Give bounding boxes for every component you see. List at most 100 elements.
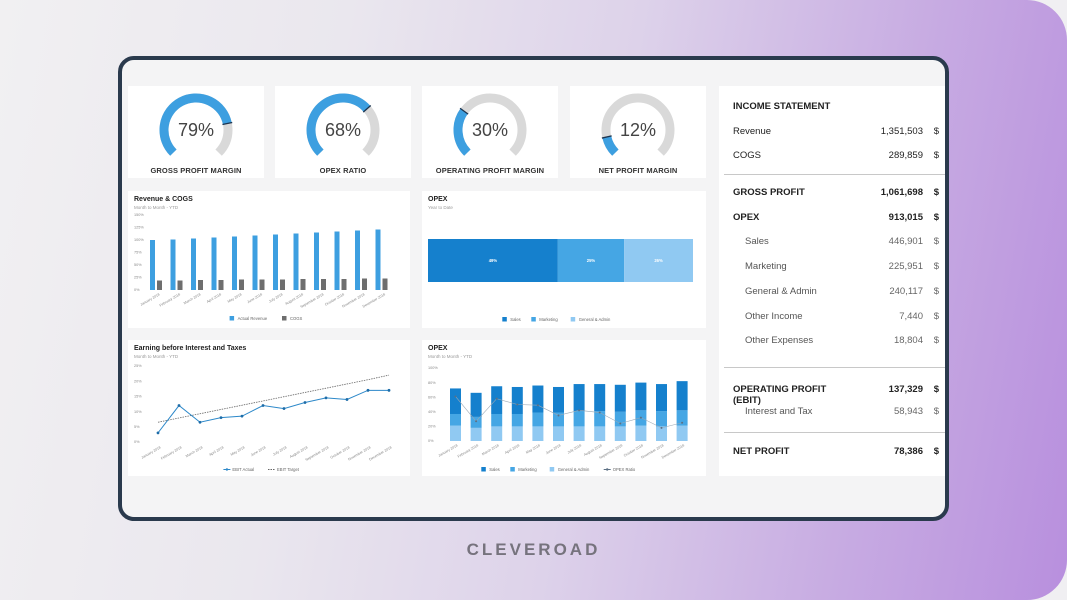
svg-text:General & Admin: General & Admin bbox=[558, 467, 590, 472]
kpi-value: 68% bbox=[324, 120, 362, 140]
row-value: 446,901 bbox=[888, 236, 923, 247]
svg-text:May 2018: May 2018 bbox=[227, 292, 243, 303]
gauge-icon bbox=[453, 93, 527, 156]
svg-text:COGS: COGS bbox=[290, 316, 303, 321]
kpi-opex-ratio: 68% OPEX RATIO bbox=[275, 86, 411, 178]
currency: $ bbox=[933, 335, 939, 346]
svg-text:February 2018: February 2018 bbox=[457, 443, 479, 458]
svg-text:0%: 0% bbox=[134, 440, 140, 444]
kpi-value: 79% bbox=[177, 120, 215, 140]
row-marketing: Marketing 225,951 $ bbox=[745, 261, 939, 272]
currency: $ bbox=[933, 446, 939, 457]
opex-monthly-chart: 0% 20% 40% 60% 80% 100% January 2018 February 2… bbox=[422, 340, 706, 476]
svg-text:25%: 25% bbox=[134, 364, 142, 368]
svg-text:May 2018: May 2018 bbox=[230, 445, 246, 456]
opex-ytd-chart: 49% 25% 26% Sales Marketing General & Admin O… bbox=[422, 191, 706, 328]
row-value: 225,951 bbox=[888, 261, 923, 272]
svg-text:26%: 26% bbox=[654, 258, 663, 263]
gauge-icon bbox=[601, 93, 675, 156]
row-value: 58,943 bbox=[893, 406, 923, 417]
svg-text:15%: 15% bbox=[134, 395, 142, 399]
chart-title: OPEX bbox=[428, 345, 448, 352]
row-label: Marketing bbox=[745, 261, 787, 272]
svg-text:25%: 25% bbox=[587, 258, 596, 263]
svg-text:December 2018: December 2018 bbox=[368, 445, 392, 461]
svg-text:Actual Revenue: Actual Revenue bbox=[238, 316, 268, 321]
svg-text:25%: 25% bbox=[134, 276, 142, 280]
row-revenue: Revenue 1,351,503 $ bbox=[733, 126, 939, 137]
kpi-label: GROSS PROFIT MARGIN bbox=[150, 166, 242, 175]
row-gross-profit: GROSS PROFIT 1,061,698 $ bbox=[733, 187, 939, 198]
row-value: 78,386 bbox=[893, 446, 923, 457]
row-label: Revenue bbox=[733, 126, 772, 137]
kpi-label: OPERATING PROFIT MARGIN bbox=[435, 166, 545, 175]
svg-text:5%: 5% bbox=[134, 425, 140, 429]
revenue-cogs-plot: 0% 25% 50% 75% 100% 125% 150% January 2018Febru… bbox=[134, 213, 388, 321]
svg-text:April 2018: April 2018 bbox=[206, 292, 222, 304]
currency: $ bbox=[933, 384, 939, 395]
svg-text:50%: 50% bbox=[134, 263, 142, 267]
divider bbox=[724, 174, 945, 175]
row-interest-tax: Interest and Tax 58,943 $ bbox=[745, 406, 939, 417]
currency: $ bbox=[933, 236, 939, 247]
svg-text:July 2018: July 2018 bbox=[268, 292, 283, 303]
kpi-label: NET PROFIT MARGIN bbox=[598, 166, 678, 175]
svg-text:100%: 100% bbox=[428, 366, 438, 370]
svg-text:20%: 20% bbox=[134, 379, 142, 383]
chart-subtitle: Month to Month - YTD bbox=[134, 354, 179, 359]
kpi-label: OPEX RATIO bbox=[319, 166, 367, 175]
chart-subtitle: Month to Month - YTD bbox=[134, 205, 179, 210]
svg-text:80%: 80% bbox=[428, 381, 436, 385]
svg-text:May 2018: May 2018 bbox=[525, 443, 541, 454]
chart-subtitle: Year to Date bbox=[428, 205, 453, 210]
svg-text:EBIT Actual: EBIT Actual bbox=[232, 467, 254, 472]
currency: $ bbox=[933, 406, 939, 417]
row-value: 289,859 bbox=[888, 150, 923, 161]
row-label: Interest and Tax bbox=[745, 406, 813, 417]
row-net-profit: NET PROFIT 78,386 $ bbox=[733, 446, 939, 457]
row-general-admin: General & Admin 240,117 $ bbox=[745, 286, 939, 297]
row-label: NET PROFIT bbox=[733, 446, 790, 457]
svg-text:March 2018: March 2018 bbox=[481, 443, 499, 456]
chart-subtitle: Month to Month - YTD bbox=[428, 354, 473, 359]
row-value: 1,061,698 bbox=[880, 187, 923, 198]
svg-text:0%: 0% bbox=[134, 288, 140, 292]
row-opex: OPEX 913,015 $ bbox=[733, 212, 939, 223]
opex-ytd-plot: 49% 25% 26% Sales Marketing General & Admin bbox=[428, 239, 693, 322]
cleveroad-logo: CLEVEROAD bbox=[466, 540, 601, 559]
svg-text:January 2018: January 2018 bbox=[140, 292, 161, 306]
row-value: 18,804 bbox=[893, 335, 923, 346]
svg-text:General & Admin: General & Admin bbox=[579, 317, 611, 322]
svg-text:49%: 49% bbox=[489, 258, 498, 263]
row-sales: Sales 446,901 $ bbox=[745, 236, 939, 247]
chart-title: Earning before Interest and Taxes bbox=[134, 345, 247, 352]
svg-text:December 2018: December 2018 bbox=[661, 443, 685, 459]
row-label: OPERATING PROFIT (EBIT) bbox=[733, 384, 827, 406]
svg-text:July 2018: July 2018 bbox=[272, 445, 287, 456]
divider bbox=[724, 367, 945, 368]
svg-text:December 2018: December 2018 bbox=[362, 292, 386, 308]
svg-text:July 2018: July 2018 bbox=[567, 443, 582, 454]
chart-title: OPEX bbox=[428, 196, 448, 203]
row-value: 137,329 bbox=[888, 384, 923, 395]
row-cogs: COGS 289,859 $ bbox=[733, 150, 939, 161]
kpi-value: 12% bbox=[619, 120, 657, 140]
row-label: COGS bbox=[733, 150, 761, 161]
svg-text:January 2018: January 2018 bbox=[438, 443, 459, 457]
revenue-cogs-chart: 0% 25% 50% 75% 100% 125% 150% January 2018 Febru… bbox=[128, 191, 410, 328]
row-other-income: Other Income 7,440 $ bbox=[745, 311, 939, 322]
svg-text:125%: 125% bbox=[134, 226, 144, 230]
svg-text:March 2018: March 2018 bbox=[183, 292, 201, 305]
svg-text:Sales: Sales bbox=[489, 467, 499, 472]
chart-title: Revenue & COGS bbox=[134, 196, 193, 203]
svg-text:January 2018: January 2018 bbox=[141, 445, 162, 459]
row-ebit: OPERATING PROFIT (EBIT) 137,329 $ bbox=[733, 384, 939, 406]
svg-text:20%: 20% bbox=[428, 425, 436, 429]
currency: $ bbox=[933, 311, 939, 322]
row-label: General & Admin bbox=[745, 286, 817, 297]
svg-text:February 2018: February 2018 bbox=[159, 292, 181, 307]
ebit-chart: 0% 5% 10% 15% 20% 25% January 2018 February 201… bbox=[128, 340, 410, 476]
svg-text:April 2018: April 2018 bbox=[504, 443, 520, 455]
